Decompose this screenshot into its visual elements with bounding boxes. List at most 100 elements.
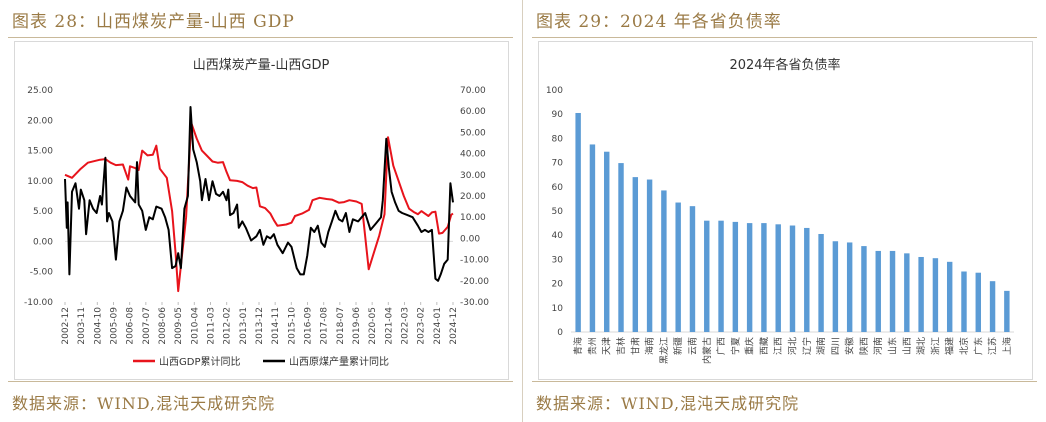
source-rule [8, 381, 513, 382]
y-tick-label: 60 [552, 183, 564, 193]
y-tick-label: 50 [552, 207, 564, 217]
x-category-label: 江西 [773, 337, 784, 355]
x-tick-label: 2011-03 [207, 307, 217, 345]
bar [946, 261, 953, 332]
y-left-tick-label: -10.00 [24, 298, 53, 308]
x-tick-label: 2009-05 [174, 307, 184, 345]
x-tick-label: 2016-09 [304, 307, 314, 345]
x-category-label: 广西 [715, 337, 727, 355]
y-right-tick-label: 50.00 [460, 128, 486, 138]
bar [646, 179, 653, 332]
coal-gdp-line-chart: 山西煤炭产量-山西GDP 25.00 20.00 15.00 10.00 5.00 0.00… [24, 58, 489, 368]
x-tick-label: 2020-05 [368, 307, 378, 345]
y-right-tick-label: -30.00 [460, 298, 489, 308]
y-right-tick-label: 40.00 [460, 150, 486, 160]
x-category-label: 黑龙江 [658, 337, 670, 364]
x-tick-label: 2024-01 [433, 307, 443, 345]
bar [746, 223, 753, 332]
figure-28-title: 图表 28：山西煤炭产量-山西 GDP [12, 12, 295, 32]
y-right-tick-label: 30.00 [460, 171, 486, 181]
x-tick-label: 2022-03 [401, 307, 411, 345]
figure-28-panel: 图表 28：山西煤炭产量-山西 GDP 山西煤炭产量-山西GDP 25.00 20.… [0, 0, 522, 422]
y-tick-label: 100 [546, 86, 563, 96]
bar [575, 112, 581, 333]
x-category-label: 贵州 [586, 337, 598, 355]
x-category-label: 广东 [972, 337, 984, 355]
y-left-tick-label: 0.00 [33, 237, 53, 247]
x-tick-label: 2002-12 [61, 307, 71, 345]
x-tick-label: 2015-10 [287, 307, 297, 345]
x-category-label: 重庆 [744, 337, 756, 355]
bar [861, 246, 867, 332]
x-category-label: 江苏 [987, 337, 999, 355]
coal-gdp-chart-box: 山西煤炭产量-山西GDP 25.00 20.00 15.00 10.00 5.00 0.00… [14, 41, 509, 380]
x-category-label: 河北 [787, 337, 799, 355]
x-tick-label: 2021-04 [384, 307, 394, 345]
bar [918, 256, 924, 332]
bar [689, 206, 696, 332]
x-tick-label: 2024-12 [449, 307, 459, 345]
x-category-label: 新疆 [672, 337, 684, 355]
figure-28-source: 数据来源：WIND,混沌天成研究院 [12, 394, 276, 413]
y-left-tick-label: 25.00 [27, 86, 53, 96]
panel-divider [522, 0, 523, 422]
x-tick-label: 2005-09 [110, 307, 120, 345]
y-right-tick-label: 0.00 [460, 234, 480, 244]
bar [789, 225, 796, 332]
y-right-tick-label: -10.00 [460, 256, 489, 266]
y-tick-label: 30 [552, 255, 564, 265]
x-tick-label: 2008-06 [158, 307, 168, 345]
bar [604, 151, 610, 332]
x-tick-label: 2004-10 [93, 307, 103, 345]
y-left-tick-label: -5.00 [30, 268, 54, 278]
x-tick-label: 2010-04 [190, 307, 200, 345]
x-tick-label: 2013-01 [239, 307, 249, 345]
title-rule [8, 37, 513, 38]
x-category-label: 上海 [1001, 337, 1013, 355]
x-category-label: 河南 [872, 337, 884, 355]
chart-title: 山西煤炭产量-山西GDP [193, 58, 330, 73]
y-tick-label: 20 [552, 280, 564, 290]
y-tick-label: 70 [552, 159, 564, 169]
bar [961, 271, 967, 332]
x-category-label: 浙江 [929, 337, 941, 355]
y-right-tick-label: 20.00 [460, 192, 486, 202]
bar [804, 227, 810, 332]
bar [889, 250, 896, 332]
y-tick-label: 40 [552, 231, 564, 241]
x-category-label: 福建 [944, 337, 956, 355]
legend-label: 山西原煤产量累计同比 [289, 355, 389, 368]
x-category-label: 海南 [644, 337, 656, 355]
bar [661, 190, 667, 332]
bar [818, 233, 824, 332]
x-category-label: 吉林 [615, 337, 627, 355]
x-tick-label: 2019-06 [352, 307, 362, 345]
bar [875, 250, 881, 332]
bar [618, 163, 624, 332]
bar [846, 242, 853, 332]
x-category-label: 陕西 [858, 337, 870, 355]
debt-ratio-chart-box: 2024年各省负债率 0 10 20 30 40 50 60 70 80 90 100 青海 贵州 天津 吉林… [538, 41, 1033, 380]
bar [989, 281, 996, 332]
chart-title: 2024年各省负债率 [729, 57, 840, 73]
y-left-tick-label: 10.00 [27, 177, 53, 187]
bar [732, 221, 739, 332]
y-right-tick-label: -20.00 [460, 277, 489, 287]
y-tick-label: 10 [552, 304, 564, 314]
x-category-label: 湖北 [916, 337, 927, 355]
bar [832, 241, 839, 332]
x-tick-label: 2014-11 [271, 307, 281, 345]
bar [718, 220, 724, 332]
x-category-label: 宁夏 [729, 337, 741, 355]
x-category-label: 山东 [887, 337, 899, 355]
y-right-tick-label: 60.00 [460, 107, 486, 117]
bar [761, 223, 767, 332]
bar [1004, 290, 1010, 332]
x-tick-label: 2012-02 [223, 307, 233, 345]
x-tick-label: 2013-12 [255, 307, 265, 345]
legend-label: 山西GDP累计同比 [159, 355, 240, 368]
bar [589, 144, 596, 332]
y-left-tick-label: 5.00 [33, 207, 53, 217]
y-tick-label: 0 [557, 328, 563, 338]
x-category-label: 天津 [602, 337, 613, 355]
